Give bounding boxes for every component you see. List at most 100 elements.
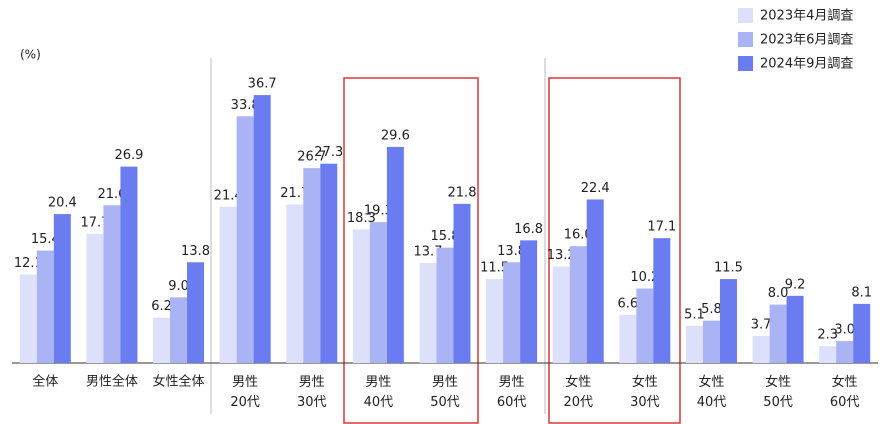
x-tick-label: 女性 50代 <box>763 374 793 410</box>
x-tick-label-line: 60代 <box>830 395 860 410</box>
x-tick-label-line: 40代 <box>697 395 727 410</box>
value-label: 9.2 <box>785 277 806 292</box>
x-tick-label: 男性 20代 <box>230 375 260 410</box>
bar <box>86 233 104 363</box>
x-tick-label: 男性 30代 <box>297 375 327 410</box>
bar <box>685 325 703 363</box>
bar <box>286 204 304 363</box>
bar <box>153 317 171 363</box>
value-label: 21.7 <box>280 186 309 201</box>
legend-swatch <box>738 56 753 71</box>
bar <box>36 250 54 363</box>
x-tick-label: 女性 40代 <box>697 374 727 410</box>
x-tick-label: 男性 60代 <box>497 375 527 410</box>
bar <box>187 262 205 363</box>
highlight-box <box>343 77 479 424</box>
bar <box>352 229 370 363</box>
bar <box>386 146 404 363</box>
value-label: 26.9 <box>114 148 143 163</box>
bar <box>19 274 37 363</box>
x-tick-label: 女性 20代 <box>563 374 593 410</box>
bar <box>120 166 138 363</box>
bar <box>503 262 521 363</box>
value-label: 33.8 <box>231 98 260 113</box>
value-label: 19.3 <box>364 204 393 219</box>
x-tick-label: 女性 30代 <box>630 374 660 410</box>
bar <box>170 297 188 363</box>
x-tick-label: 女性 60代 <box>830 374 860 410</box>
bar <box>320 163 338 363</box>
value-label: 15.8 <box>431 229 460 244</box>
value-label: 21.4 <box>214 188 243 203</box>
x-tick-label-line: 40代 <box>364 395 394 410</box>
value-label: 18.3 <box>347 211 376 226</box>
unit-label: (%) <box>20 48 41 62</box>
legend-swatch <box>738 8 753 23</box>
x-tick-label-line: 女性 <box>698 374 724 390</box>
value-label: 16.0 <box>564 228 593 243</box>
value-label: 13.7 <box>414 244 443 259</box>
value-label: 13.8 <box>181 244 210 259</box>
value-label: 11.5 <box>480 261 509 276</box>
value-label: 17.7 <box>80 215 109 230</box>
value-label: 5.1 <box>684 307 705 322</box>
bar <box>520 240 538 363</box>
x-tick-label: 男性全体 <box>86 374 138 390</box>
bar <box>419 262 437 363</box>
bar <box>702 320 720 363</box>
value-label: 12.1 <box>14 256 43 271</box>
value-label: 22.4 <box>581 181 610 196</box>
bar <box>719 279 737 363</box>
value-label: 5.8 <box>701 302 722 317</box>
x-tick-label-line: 20代 <box>230 395 260 410</box>
x-tick-label-line: 男性 <box>232 375 258 390</box>
value-label: 16.8 <box>514 222 543 237</box>
bar <box>819 346 837 363</box>
bar <box>569 246 587 363</box>
bar <box>486 279 504 363</box>
x-tick-label-line: 50代 <box>763 395 793 410</box>
x-tick-label: 男性 40代 <box>364 375 394 410</box>
bar <box>769 304 787 363</box>
bar <box>436 247 454 363</box>
x-tick-label-line: 20代 <box>563 395 593 410</box>
x-tick-label-line: 女性 <box>832 374 858 390</box>
value-label: 10.2 <box>630 270 659 285</box>
x-tick-label: 全体 <box>32 374 58 390</box>
bar <box>236 116 254 363</box>
value-label: 8.0 <box>768 286 789 301</box>
value-label: 2.3 <box>817 328 838 343</box>
value-label: 6.2 <box>151 299 172 314</box>
bar <box>853 303 871 363</box>
value-label: 17.1 <box>647 220 676 235</box>
x-tick-label-line: 男性 <box>299 375 325 390</box>
value-label: 20.4 <box>48 196 77 211</box>
x-tick-label: 女性全体 <box>153 374 205 390</box>
bar <box>552 266 570 363</box>
value-label: 6.6 <box>618 296 639 311</box>
value-label: 8.1 <box>851 285 872 300</box>
bar <box>219 206 237 363</box>
value-label: 21.6 <box>97 187 126 202</box>
x-tick-label-line: 男性 <box>499 375 525 390</box>
bar <box>836 341 854 363</box>
bar <box>453 203 471 363</box>
bar <box>653 238 671 363</box>
value-label: 3.7 <box>751 317 772 332</box>
bar <box>303 168 321 363</box>
bar <box>752 335 770 363</box>
highlight-box <box>548 77 681 424</box>
value-label: 3.0 <box>834 323 855 338</box>
legend-label: 2024年9月調査 <box>760 57 853 72</box>
value-label: 9.0 <box>168 279 189 294</box>
x-tick-label-line: 女性 <box>565 374 591 390</box>
value-label: 36.7 <box>248 77 277 92</box>
bar <box>586 199 604 363</box>
x-tick-label-line: 女性 <box>632 374 658 390</box>
x-tick-label: 男性 50代 <box>430 375 460 410</box>
legend-label: 2023年4月調査 <box>760 9 853 24</box>
x-tick-label-line: 女性 <box>765 374 791 390</box>
bar <box>786 295 804 363</box>
x-tick-label-line: 男性 <box>365 375 391 390</box>
